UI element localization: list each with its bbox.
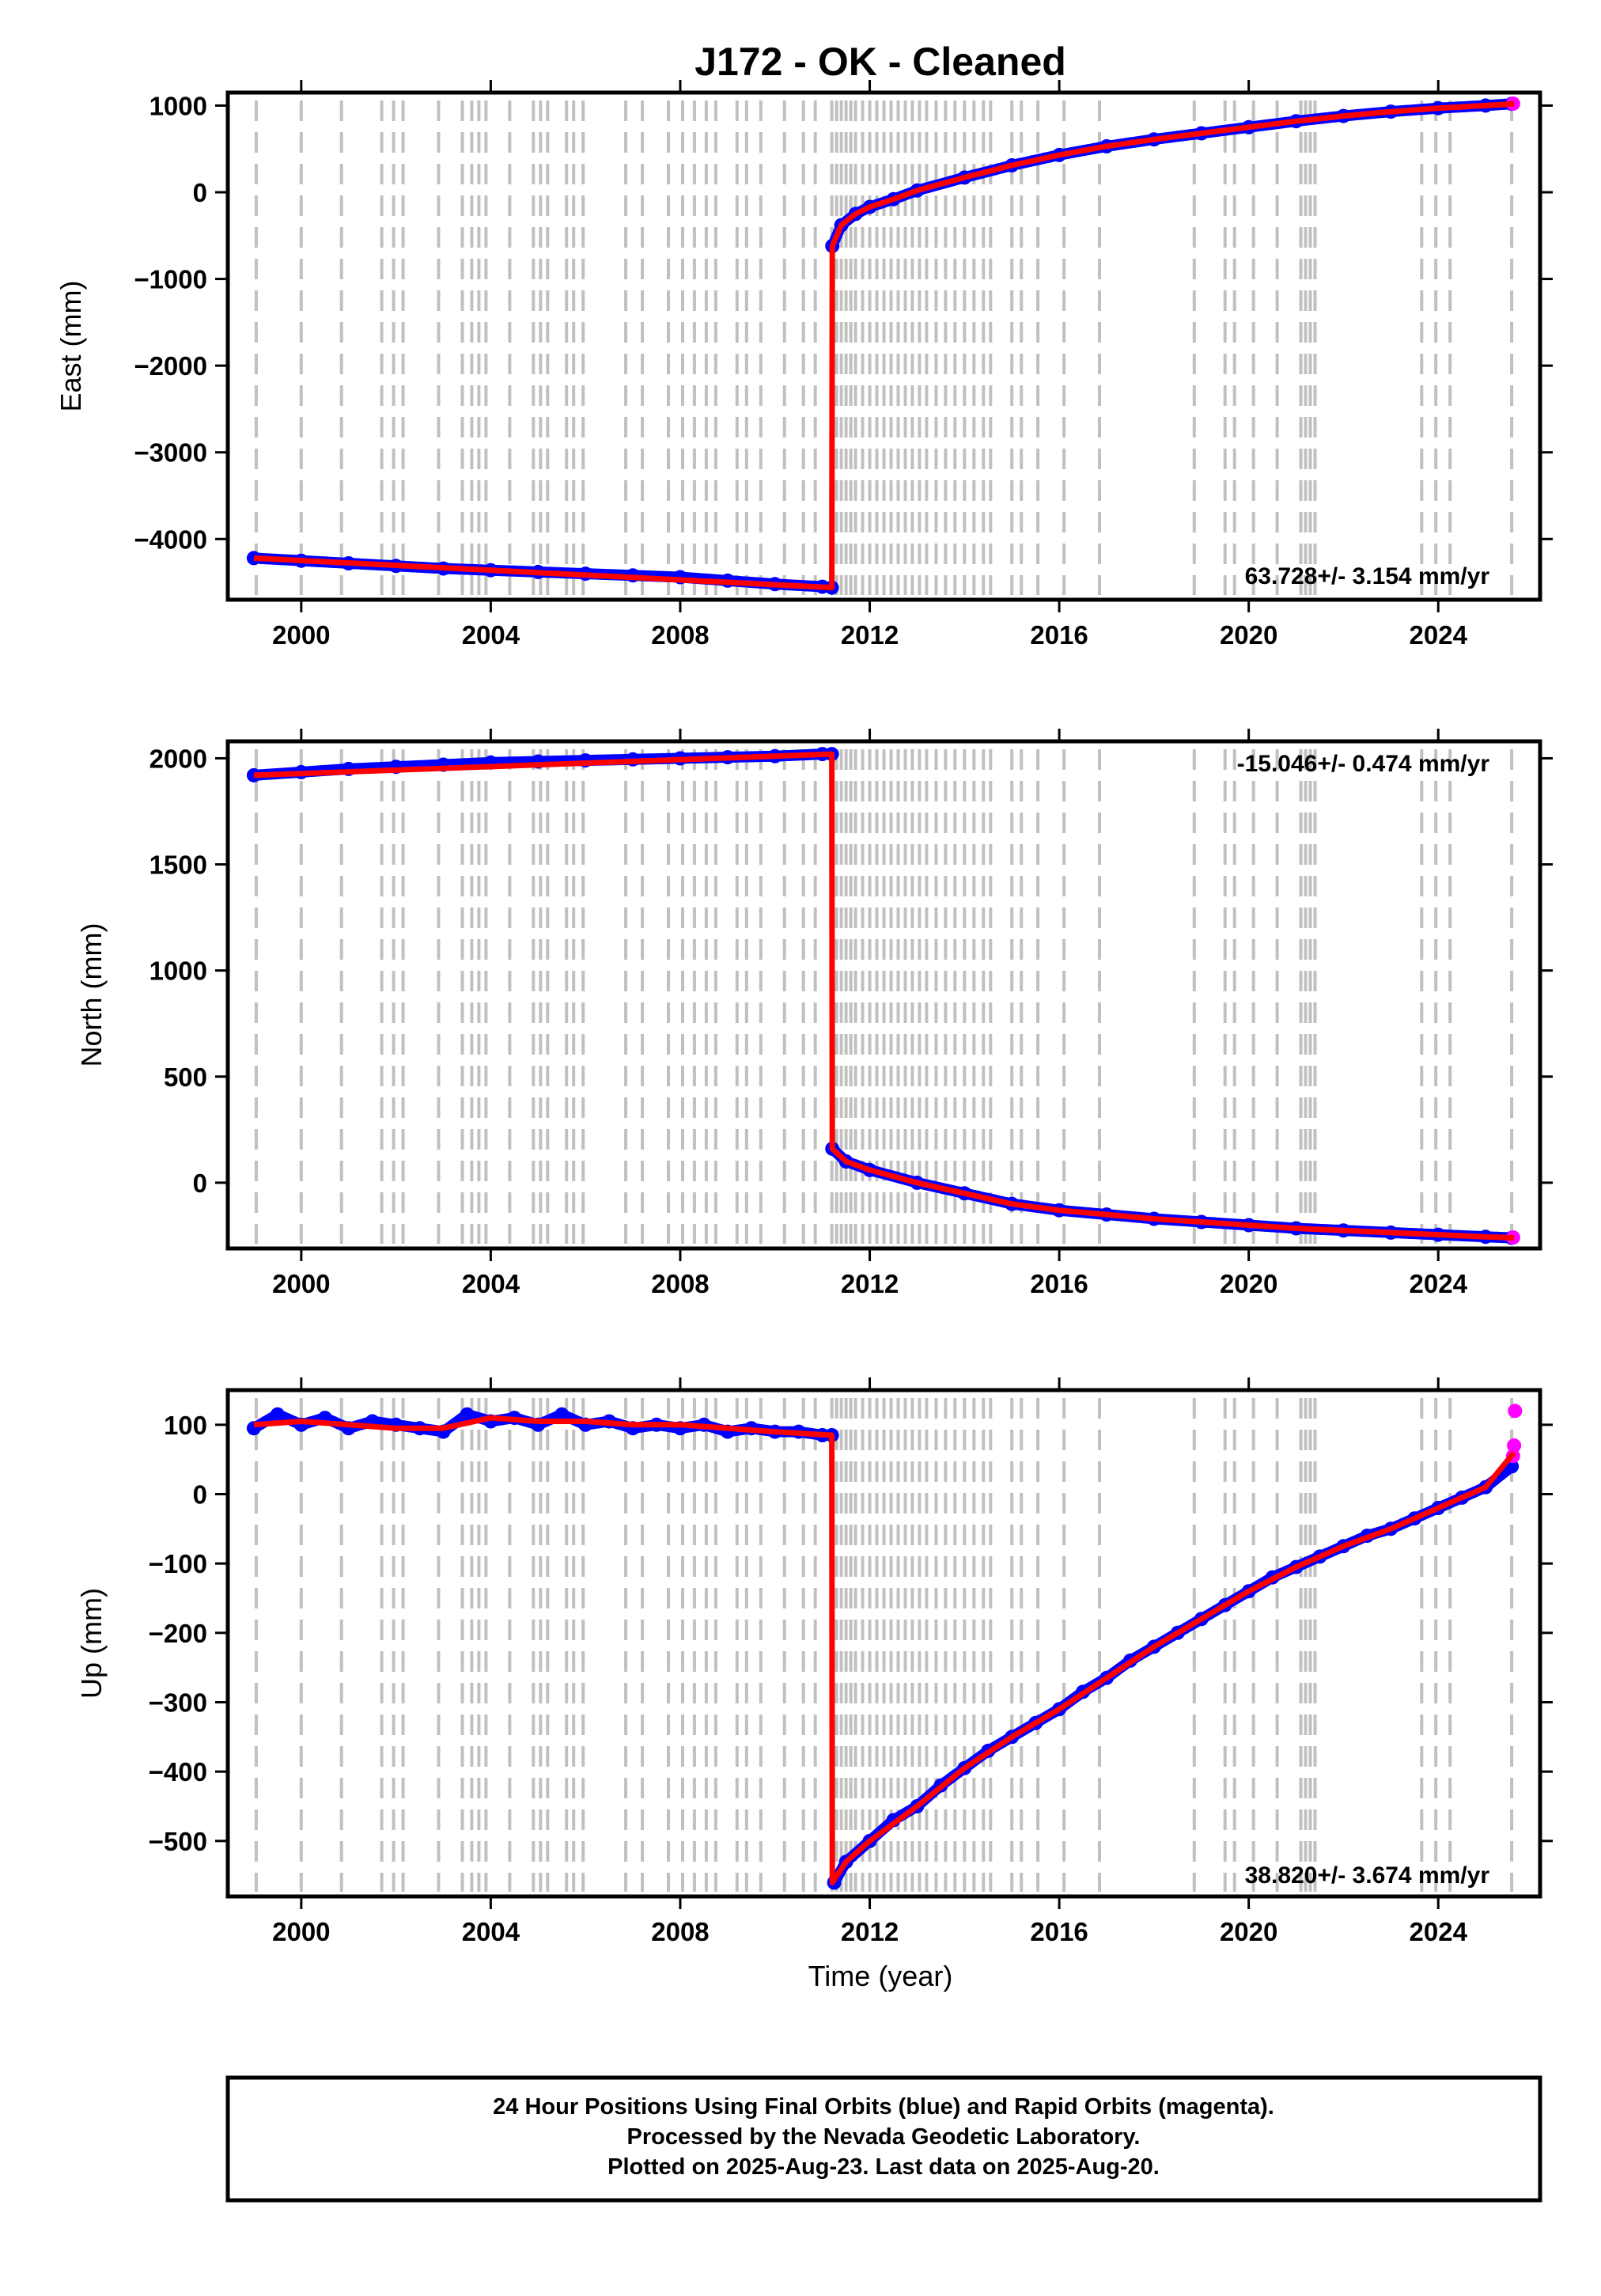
model-line — [253, 1415, 1516, 1885]
x-tick-label: 2004 — [462, 1269, 520, 1298]
x-tick-label: 2000 — [272, 1917, 330, 1946]
x-tick-label: 2012 — [841, 1269, 899, 1298]
y-tick-label: −1000 — [134, 265, 207, 294]
x-tick-label: 2020 — [1220, 620, 1277, 650]
y-tick-label: 0 — [193, 178, 207, 207]
x-tick-label: 2012 — [841, 620, 899, 650]
y-tick-label: 0 — [193, 1480, 207, 1510]
rate-label: -15.046+/- 0.474 mm/yr — [1237, 751, 1490, 777]
x-tick-label: 2020 — [1220, 1917, 1277, 1946]
y-tick-label: −2000 — [134, 351, 207, 381]
y-tick-label: 100 — [164, 1411, 207, 1440]
event-lines — [254, 100, 1514, 595]
footer-box: 24 Hour Positions Using Final Orbits (bl… — [225, 2075, 1542, 2203]
x-tick-label: 2024 — [1410, 620, 1468, 650]
plot-frame — [225, 739, 1542, 1251]
model-line — [253, 751, 1515, 1241]
data-point — [1507, 1438, 1522, 1453]
y-axis-label: East (mm) — [55, 281, 87, 412]
y-tick-label: 1500 — [150, 851, 207, 880]
y-tick-label: 1000 — [150, 957, 207, 986]
y-tick-label: 0 — [193, 1169, 207, 1198]
y-tick-label: 2000 — [150, 744, 207, 773]
panel-north: 2000 2004 2008 2012 2016 2020 2024 0 500 1000 1500… — [75, 729, 1553, 1298]
x-tick-label: 2024 — [1410, 1269, 1468, 1298]
footer-line-3: Plotted on 2025-Aug-23. Last data on 202… — [607, 2154, 1160, 2180]
x-axis-label: Time (year) — [808, 1960, 953, 1992]
y-tick-label: 1000 — [150, 91, 207, 120]
rate-label: 38.820+/- 3.674 mm/yr — [1245, 1862, 1490, 1889]
y-axis-label: Up (mm) — [75, 1588, 108, 1699]
footer-line-2: Processed by the Nevada Geodetic Laborat… — [627, 2124, 1141, 2150]
y-tick-label: −4000 — [134, 525, 207, 554]
x-tick-label: 2012 — [841, 1917, 899, 1946]
panels: 2000 2004 2008 2012 2016 2020 2024−4000−3000−2… — [55, 80, 1553, 1946]
rate-label: 63.728+/- 3.154 mm/yr — [1245, 563, 1490, 589]
model-line — [253, 100, 1515, 591]
x-tick-label: 2020 — [1220, 1269, 1277, 1298]
x-tick-label: 2008 — [651, 1269, 709, 1298]
y-tick-label: −200 — [149, 1619, 207, 1648]
x-tick-label: 2004 — [462, 620, 520, 650]
y-tick-label: −100 — [149, 1549, 207, 1578]
x-tick-label: 2008 — [651, 620, 709, 650]
y-tick-label: 500 — [164, 1063, 207, 1092]
plot-frame — [225, 90, 1542, 602]
x-tick-label: 2000 — [272, 1269, 330, 1298]
x-tick-label: 2000 — [272, 620, 330, 650]
x-tick-label: 2008 — [651, 1917, 709, 1946]
y-tick-label: −400 — [149, 1757, 207, 1786]
panel-up: 2000 2004 2008 2012 2016 2020 2024 −500 −400 −300… — [75, 1377, 1553, 1946]
event-lines — [254, 1398, 1514, 1892]
x-tick-label: 2016 — [1030, 620, 1088, 650]
x-tick-label: 2024 — [1410, 1917, 1468, 1946]
x-tick-label: 2016 — [1030, 1917, 1088, 1946]
footer-line-1: 24 Hour Positions Using Final Orbits (bl… — [493, 2094, 1274, 2120]
plot-frame — [225, 1388, 1542, 1899]
panel-east: 2000 2004 2008 2012 2016 2020 2024 −4000 −3000 −2… — [55, 80, 1553, 650]
y-tick-label: −3000 — [134, 438, 207, 468]
figure-title: J172 - OK - Cleaned — [695, 40, 1066, 84]
y-tick-label: −300 — [149, 1688, 207, 1718]
y-tick-label: −500 — [149, 1827, 207, 1856]
data-point — [1508, 1404, 1523, 1419]
y-axis-label: North (mm) — [75, 923, 108, 1067]
x-tick-label: 2004 — [462, 1917, 520, 1946]
event-lines — [254, 749, 1514, 1244]
x-tick-label: 2016 — [1030, 1269, 1088, 1298]
